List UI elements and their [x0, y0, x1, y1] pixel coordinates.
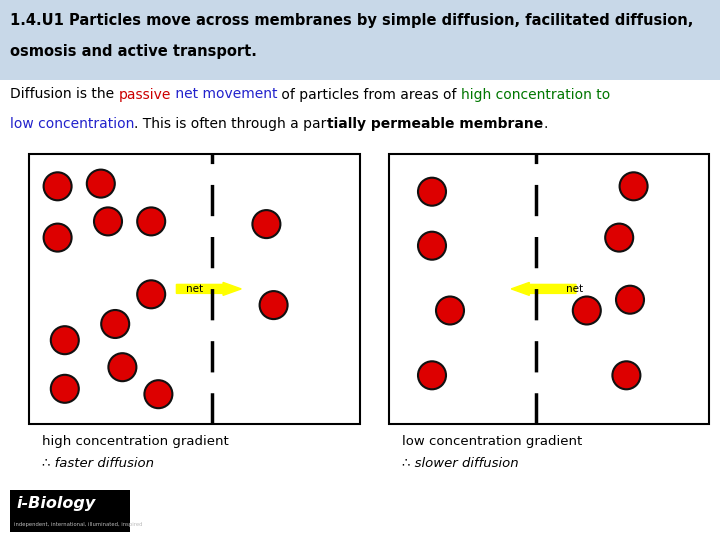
Ellipse shape: [51, 375, 78, 403]
Bar: [10, 490, 130, 532]
Text: osmosis and active transport.: osmosis and active transport.: [10, 44, 257, 59]
Text: .: .: [543, 117, 547, 131]
Text: passive: passive: [119, 87, 171, 102]
Ellipse shape: [138, 280, 165, 308]
Ellipse shape: [418, 178, 446, 206]
Ellipse shape: [109, 353, 136, 381]
Ellipse shape: [613, 361, 640, 389]
Text: high concentration gradient: high concentration gradient: [42, 435, 229, 448]
Ellipse shape: [145, 380, 172, 408]
Ellipse shape: [94, 207, 122, 235]
Text: low concentration gradient: low concentration gradient: [402, 435, 582, 448]
Text: . This is often through a par: . This is often through a par: [135, 117, 327, 131]
Ellipse shape: [418, 361, 446, 389]
Ellipse shape: [102, 310, 129, 338]
Text: i-Biology: i-Biology: [16, 496, 95, 511]
Ellipse shape: [606, 224, 633, 252]
Bar: [0, 0, 720, 80]
FancyArrow shape: [176, 282, 241, 295]
Text: tially permeable membrane: tially permeable membrane: [327, 117, 543, 131]
Text: net: net: [186, 284, 203, 294]
Text: ∴ slower diffusion: ∴ slower diffusion: [402, 457, 518, 470]
Bar: [389, 154, 709, 424]
Text: net movement: net movement: [171, 87, 277, 102]
Text: ∴ faster diffusion: ∴ faster diffusion: [42, 457, 154, 470]
Bar: [0, 80, 720, 540]
Ellipse shape: [44, 172, 71, 200]
Ellipse shape: [260, 291, 287, 319]
Text: net: net: [566, 284, 583, 294]
Ellipse shape: [51, 326, 78, 354]
Text: low concentration: low concentration: [10, 117, 135, 131]
Ellipse shape: [436, 296, 464, 325]
FancyArrow shape: [511, 282, 576, 295]
Ellipse shape: [138, 207, 165, 235]
Text: high concentration to: high concentration to: [462, 87, 611, 102]
Text: of particles from areas of: of particles from areas of: [277, 87, 462, 102]
Ellipse shape: [418, 232, 446, 260]
Ellipse shape: [44, 224, 71, 252]
Ellipse shape: [573, 296, 600, 325]
Ellipse shape: [87, 170, 114, 198]
Ellipse shape: [253, 210, 280, 238]
Bar: [29, 154, 360, 424]
Ellipse shape: [616, 286, 644, 314]
Text: 1.4.U1 Particles move across membranes by simple diffusion, facilitated diffusio: 1.4.U1 Particles move across membranes b…: [10, 13, 693, 28]
Text: Diffusion is the: Diffusion is the: [10, 87, 119, 102]
Ellipse shape: [620, 172, 647, 200]
Text: independent, international, illuminated, inspired: independent, international, illuminated,…: [14, 522, 143, 527]
